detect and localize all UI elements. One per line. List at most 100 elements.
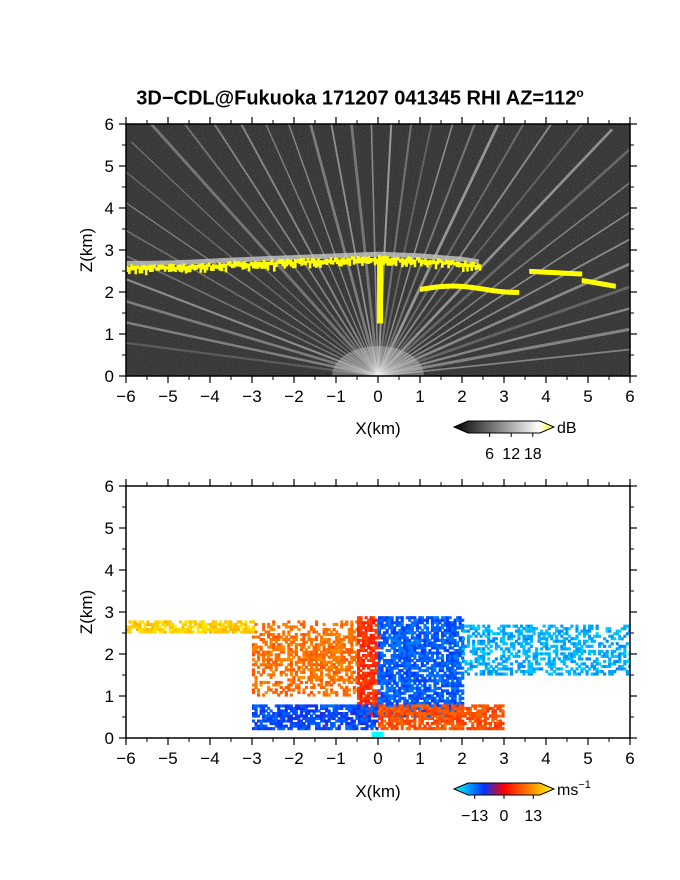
velocity-cell — [385, 628, 389, 632]
velocity-cell — [186, 628, 190, 632]
velocity-cell — [299, 658, 303, 662]
velocity-cell — [395, 621, 399, 625]
velocity-cell — [262, 658, 266, 662]
velocity-cell — [257, 691, 261, 695]
velocity-cell — [483, 727, 487, 731]
velocity-cell — [405, 646, 409, 650]
velocity-cell — [451, 679, 455, 683]
velocity-cell — [310, 643, 314, 647]
velocity-cell — [418, 643, 422, 647]
velocity-cell — [438, 674, 442, 678]
velocity-cell — [369, 628, 373, 632]
velocity-cell — [520, 624, 524, 628]
velocity-cell — [388, 636, 392, 640]
velocity-cell — [330, 688, 334, 692]
velocity-cell — [494, 657, 498, 661]
velocity-cell — [438, 709, 442, 713]
velocity-cell — [380, 701, 384, 705]
velocity-cell — [474, 659, 478, 663]
velocity-cell — [418, 712, 422, 716]
velocity-cell — [325, 704, 329, 708]
velocity-cell — [483, 724, 487, 728]
velocity-cell — [425, 654, 429, 658]
velocity-cell — [443, 714, 447, 718]
velocity-cell — [413, 681, 417, 685]
velocity-cell — [398, 621, 402, 625]
velocity-cell — [178, 630, 182, 634]
velocity-cell — [267, 645, 271, 649]
velocity-cell — [545, 629, 549, 633]
velocity-cell — [453, 727, 457, 731]
velocity-cell — [385, 631, 389, 635]
cloud-top-cell — [199, 263, 203, 273]
velocity-cell — [593, 649, 597, 653]
velocity-cell — [322, 650, 326, 654]
velocity-cell — [337, 638, 341, 642]
velocity-cell — [443, 674, 447, 678]
velocity-cell — [487, 642, 491, 646]
velocity-cell — [267, 635, 271, 639]
velocity-cell — [520, 662, 524, 666]
velocity-cell — [360, 706, 364, 710]
velocity-cell — [156, 620, 160, 624]
velocity-cell — [244, 630, 248, 634]
velocity-cell — [400, 679, 404, 683]
velocity-cell — [302, 625, 306, 629]
velocity-cell — [497, 667, 501, 671]
velocity-cell — [274, 635, 278, 639]
velocity-cell — [372, 674, 376, 678]
velocity-cell — [257, 727, 261, 731]
velocity-cell — [472, 627, 476, 631]
velocity-cell — [552, 664, 556, 668]
velocity-cell — [552, 657, 556, 661]
cloud-top-cell — [151, 265, 154, 272]
velocity-cell — [620, 652, 624, 656]
velocity-cell — [375, 709, 379, 713]
velocity-cell — [550, 659, 554, 663]
lidar-beam — [350, 124, 380, 376]
x-tick-label: −1 — [326, 749, 345, 768]
velocity-cell — [593, 672, 597, 676]
velocity-cell — [372, 699, 376, 703]
velocity-cell — [284, 714, 288, 718]
velocity-cell — [284, 719, 288, 723]
velocity-cell — [304, 709, 308, 713]
velocity-cell — [433, 626, 437, 630]
velocity-cell — [461, 666, 465, 670]
velocity-cell — [433, 704, 437, 708]
velocity-cell — [398, 709, 402, 713]
velocity-cell — [494, 642, 498, 646]
velocity-cell — [456, 633, 460, 637]
velocity-cell — [430, 656, 434, 660]
velocity-cell — [307, 653, 311, 657]
velocity-cell — [418, 722, 422, 726]
velocity-cell — [262, 622, 266, 626]
cloud-top-cell — [359, 257, 362, 264]
cloud-top-cell — [411, 259, 415, 265]
velocity-cell — [335, 640, 339, 644]
velocity-cell — [342, 638, 346, 642]
velocity-cell — [458, 661, 462, 665]
velocity-cell — [292, 709, 296, 713]
velocity-cell — [438, 676, 442, 680]
velocity-cell — [398, 646, 402, 650]
velocity-cell — [136, 622, 140, 626]
velocity-cell — [443, 722, 447, 726]
velocity-cell — [374, 661, 378, 665]
velocity-cell — [398, 714, 402, 718]
velocity-cell — [525, 652, 529, 656]
velocity-cell — [567, 652, 571, 656]
velocity-cell — [350, 622, 354, 626]
velocity-cell — [335, 638, 339, 642]
velocity-cell — [390, 654, 394, 658]
velocity-cell — [332, 645, 336, 649]
lower-layer-cell — [457, 283, 461, 289]
velocity-cell — [342, 712, 346, 716]
velocity-cell — [322, 660, 326, 664]
velocity-cell — [279, 719, 283, 723]
velocity-cell — [408, 727, 412, 731]
velocity-cell — [438, 706, 442, 710]
velocity-cell — [284, 622, 288, 626]
velocity-cell — [254, 622, 258, 626]
velocity-cell — [441, 618, 445, 622]
